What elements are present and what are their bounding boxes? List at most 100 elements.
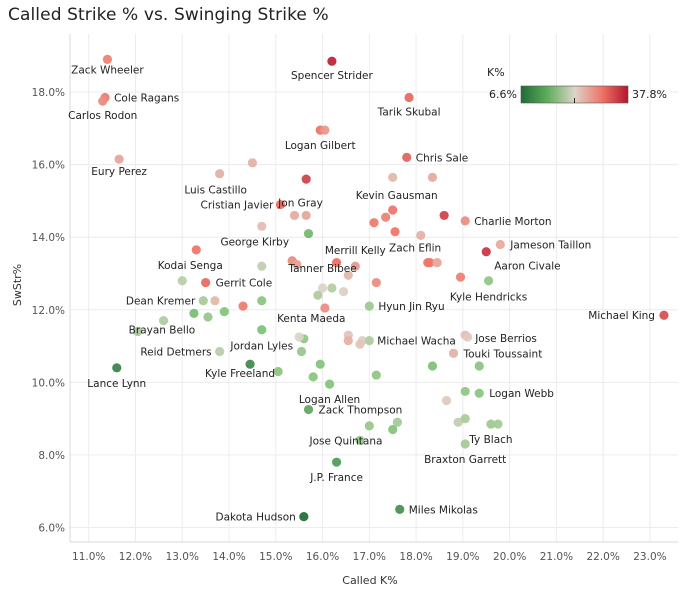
point-unlabeled [247,158,257,168]
point-carlos-rodon [98,96,108,106]
y-tick-label: 12.0% [32,305,65,317]
x-tick-label: 12.0% [119,551,152,563]
point-unlabeled [455,272,466,282]
label-jose-quintana: Jose Quintana [309,435,383,447]
label-carlos-rodon: Carlos Rodon [68,110,137,122]
label-spencer-strider: Spencer Strider [291,70,373,82]
color-legend: K% 6.6% 37.8% [487,66,667,104]
point-zack-thompson [303,404,314,415]
label-j-p-france: J.P. France [309,472,363,484]
point-brayan-bello [189,308,199,318]
data-points [98,54,669,522]
point-unlabeled [303,228,314,239]
point-unlabeled [439,210,449,221]
point-unlabeled [427,361,438,371]
point-unlabeled [416,230,426,240]
point-lance-lynn [112,363,122,373]
point-unlabeled [392,417,402,427]
point-unlabeled [423,258,433,268]
label-kevin-gausman: Kevin Gausman [356,190,438,202]
point-dakota-hudson [299,511,309,522]
point-unlabeled [203,312,213,322]
point-unlabeled [327,283,337,293]
y-axis-title: SwStr% [11,264,24,306]
x-tick-label: 18.0% [399,551,432,563]
point-kevin-gausman [388,205,398,215]
x-tick-label: 17.0% [353,551,386,563]
y-tick-label: 8.0% [38,450,65,462]
point-unlabeled [308,372,318,382]
point-michael-king [659,310,669,320]
point-unlabeled [460,386,470,397]
point-zack-wheeler [102,54,113,64]
label-logan-allen: Logan Allen [299,394,360,406]
point-unlabeled [355,339,365,349]
chart-title: Called Strike % vs. Swinging Strike % [8,5,329,25]
x-axis-title: Called K% [342,574,397,587]
point-jameson-taillon [495,239,505,250]
x-tick-label: 16.0% [306,551,339,563]
point-unlabeled [301,210,311,221]
point-unlabeled [388,172,398,182]
label-zack-thompson: Zack Thompson [319,405,403,417]
point-unlabeled [339,287,349,297]
point-unlabeled [343,270,353,280]
point-braxton-garrett [460,439,470,449]
x-tick-label: 15.0% [259,551,292,563]
point-spencer-strider [327,56,337,66]
point-merrill-kelly [350,261,360,271]
point-unlabeled [453,417,463,427]
point-cristian-javier [275,199,286,210]
point-unlabeled [474,361,484,371]
point-unlabeled [257,296,267,306]
point-unlabeled [364,421,374,431]
label-merrill-kelly: Merrill Kelly [325,245,386,257]
label-reid-detmers: Reid Detmers [140,347,211,359]
label-jon-gray: Jon Gray [277,197,323,209]
legend-min-label: 6.6% [489,88,517,101]
x-tick-label: 13.0% [166,551,199,563]
point-unlabeled [427,172,438,182]
label-logan-gilbert: Logan Gilbert [285,140,356,152]
point-unlabeled [315,359,325,369]
point-unlabeled [292,259,302,270]
point-unlabeled [388,424,398,435]
point-miles-mikolas [395,504,405,514]
point-unlabeled [369,218,379,228]
label-brayan-bello: Brayan Bello [129,324,196,336]
label-luis-castillo: Luis Castillo [184,185,247,197]
point-eury-perez [114,154,124,164]
y-tick-label: 16.0% [32,160,65,172]
point-reid-detmers [215,346,225,357]
point-unlabeled [320,303,330,313]
label-tarik-skubal: Tarik Skubal [377,107,441,119]
point-unlabeled [432,258,442,268]
label-eury-perez: Eury Perez [91,166,147,178]
point-chris-sale [402,152,412,162]
label-george-kirby: George Kirby [220,236,289,248]
point-unlabeled [343,336,353,346]
label-touki-toussaint: Touki Toussaint [463,348,543,360]
label-zach-eflin: Zach Eflin [389,243,441,255]
point-hyun-jin-ryu [364,301,374,311]
point-unlabeled [257,261,267,271]
point-unlabeled [331,258,342,268]
point-unlabeled [210,296,220,306]
label-michael-king: Michael King [588,310,655,322]
label-zack-wheeler: Zack Wheeler [71,64,144,76]
point-luis-castillo [215,169,225,179]
label-kodai-senga: Kodai Senga [158,260,223,272]
point-unlabeled [460,414,470,424]
label-lance-lynn: Lance Lynn [87,378,146,390]
x-tick-label: 20.0% [493,551,526,563]
point-unlabeled [462,332,473,342]
point-unlabeled [381,212,391,222]
point-tarik-skubal [404,92,414,103]
point-unlabeled [296,346,307,357]
label-cole-ragans: Cole Ragans [114,93,179,105]
x-tick-label: 14.0% [212,551,245,563]
point-unlabeled [441,395,452,406]
y-tick-label: 6.0% [38,522,65,534]
